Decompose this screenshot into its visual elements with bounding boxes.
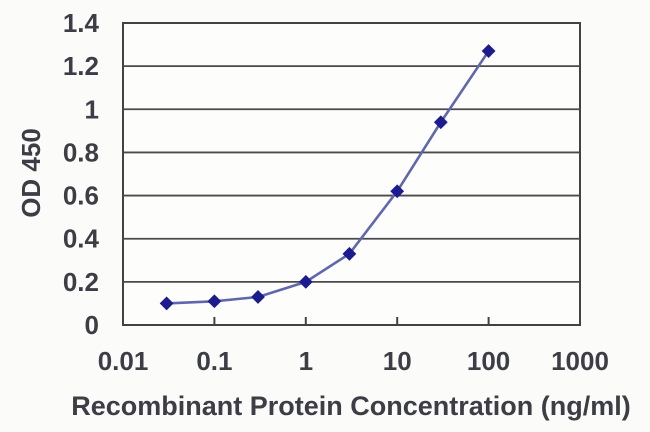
y-tick-label: 1 — [85, 94, 99, 124]
x-tick-label: 0.1 — [196, 346, 232, 376]
y-tick-label: 0.6 — [63, 181, 99, 211]
data-point-marker — [481, 44, 496, 58]
x-tick-label: 1000 — [551, 346, 609, 376]
data-point-marker — [251, 290, 265, 304]
x-tick-label: 1 — [299, 346, 313, 376]
x-tick-labels: 0.01 0.1 1 10 100 1000 — [98, 346, 609, 376]
x-tick-label: 10 — [383, 346, 412, 376]
y-tick-labels: 0 0.2 0.4 0.6 0.8 1 1.2 1.4 — [63, 8, 100, 340]
y-tick-label: 0.4 — [63, 224, 100, 254]
x-tick-label: 100 — [467, 346, 510, 376]
y-tick-label: 0 — [85, 310, 99, 340]
data-series — [159, 44, 496, 311]
series-line — [166, 50, 490, 305]
data-point-marker — [298, 274, 313, 289]
data-point-marker — [342, 246, 357, 261]
data-point-marker — [207, 294, 222, 309]
y-tick-label: 0.2 — [63, 267, 99, 297]
plot-area — [122, 22, 581, 326]
data-point-marker — [433, 115, 448, 130]
data-point-marker — [390, 184, 405, 199]
y-tick-label: 1.2 — [63, 51, 99, 81]
x-axis-title: Recombinant Protein Concentration (ng/ml… — [71, 391, 631, 421]
gridlines — [123, 65, 580, 283]
y-tick-label: 1.4 — [63, 8, 100, 38]
y-tick-label: 0.8 — [63, 137, 99, 167]
y-axis-title: OD 450 — [16, 128, 46, 218]
x-axis-ticks — [213, 317, 490, 324]
data-point-marker — [159, 296, 174, 311]
x-tick-label: 0.01 — [98, 346, 149, 376]
